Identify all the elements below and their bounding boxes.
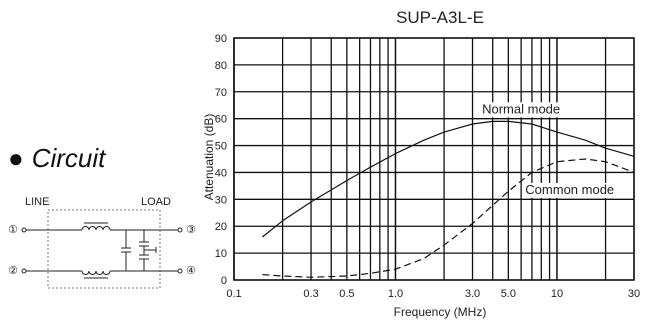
terminal-2: ②: [8, 264, 18, 277]
annotation-text: Normal mode: [482, 101, 560, 116]
x-tick-label: 1.0: [388, 288, 403, 300]
y-tick-label: 50: [215, 141, 227, 153]
chart-text: SUP-A3L-E Frequency (MHz) Attenuation (d…: [202, 8, 614, 319]
x-tick-label: 10: [551, 288, 563, 300]
y-tick-label: 40: [215, 167, 227, 179]
y-tick-label: 10: [215, 248, 227, 260]
line-label: LINE: [25, 196, 50, 208]
annotation-text: Common mode: [525, 182, 614, 197]
y-tick-label: 0: [221, 275, 227, 287]
bullet-icon: ●: [8, 143, 24, 173]
terminal-3: ③: [186, 223, 196, 236]
plot-frame: [233, 37, 635, 281]
y-tick-label: 30: [215, 194, 227, 206]
load-label: LOAD: [141, 196, 171, 208]
circuit-heading: ● Circuit: [8, 143, 105, 174]
y-axis-label: Attenuation (dB): [202, 114, 216, 201]
chart-title: SUP-A3L-E: [396, 8, 484, 27]
y-tick-label: 20: [215, 221, 227, 233]
x-tick-label: 0.5: [339, 288, 354, 300]
x-axis-label: Frequency (MHz): [394, 305, 487, 319]
x-tick-label: 30: [628, 288, 640, 300]
y-tick-label: 60: [215, 114, 227, 126]
x-tick-label: 3.0: [465, 288, 480, 300]
grid: [233, 37, 635, 281]
circuit-heading-text: Circuit: [31, 143, 106, 173]
x-tick-label: 5.0: [501, 288, 516, 300]
terminal-4: ④: [186, 264, 196, 277]
x-tick-label: 0.3: [303, 288, 318, 300]
annotation-bg: [478, 102, 564, 118]
series: [262, 120, 635, 278]
normal-mode-annotation: Normal mode: [478, 101, 564, 118]
terminal-1: ①: [8, 223, 18, 236]
y-tick-label: 70: [215, 87, 227, 99]
y-tick-label: 80: [215, 60, 227, 72]
normal-mode-line: [262, 120, 635, 238]
common-mode-annotation: Common mode: [525, 182, 614, 198]
common-mode-line: [262, 158, 635, 278]
x-tick-label: 0.1: [226, 288, 241, 300]
annotation-bg: [527, 182, 613, 198]
y-tick-label: 90: [215, 33, 227, 45]
tick-labels: 0 10 20 30 40 50 60 70 80 90 0.1 0.3 0.5 1.0 3.0 5.0 10 3…: [215, 33, 640, 300]
